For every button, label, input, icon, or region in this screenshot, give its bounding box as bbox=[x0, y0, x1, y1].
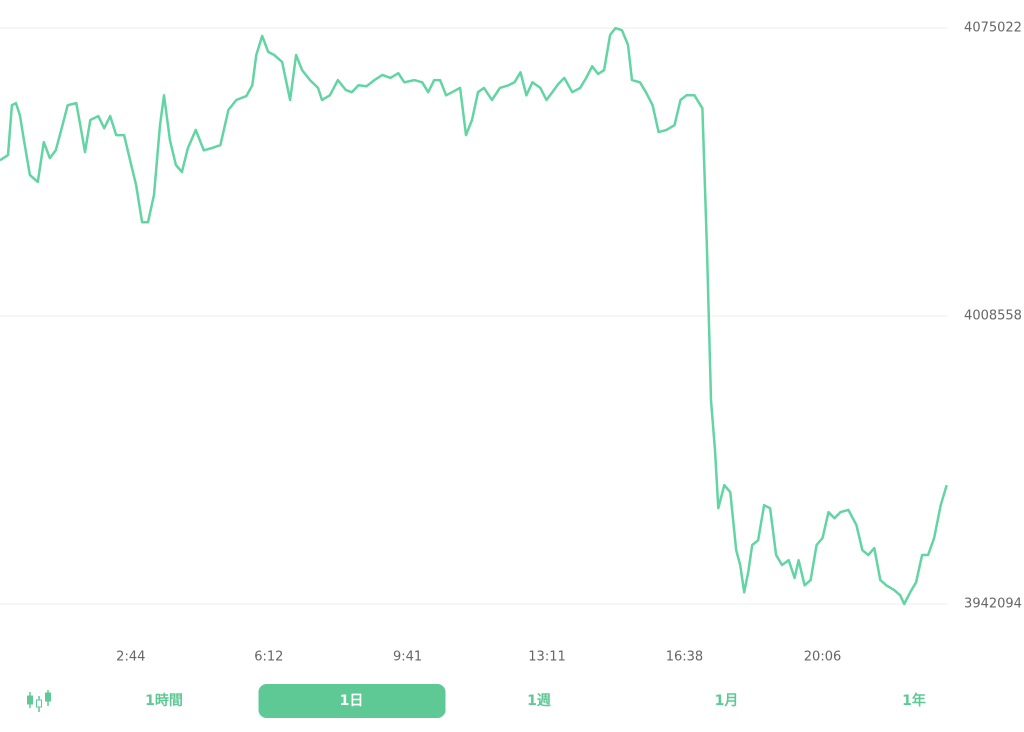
y-tick-label: 4075022 bbox=[964, 21, 1022, 36]
x-tick-label: 20:06 bbox=[804, 650, 841, 665]
y-tick-label: 4008558 bbox=[964, 309, 1022, 324]
tab-selected-bg[interactable] bbox=[258, 684, 446, 718]
x-tick-label: 6:12 bbox=[254, 650, 283, 665]
time-range-tab[interactable]: 1時間 bbox=[145, 692, 183, 709]
x-tick-label: 16:38 bbox=[666, 650, 703, 665]
time-range-tab[interactable]: 1年 bbox=[902, 692, 926, 709]
time-range-tab[interactable]: 1月 bbox=[715, 693, 739, 709]
candlestick-icon[interactable] bbox=[27, 690, 51, 712]
x-tick-label: 2:44 bbox=[116, 650, 145, 665]
y-tick-label: 3942094 bbox=[964, 597, 1022, 612]
time-range-tab[interactable]: 1週 bbox=[527, 693, 551, 709]
price-line bbox=[0, 26, 948, 606]
x-tick-label: 13:11 bbox=[528, 650, 565, 665]
time-range-tab[interactable]: 1日 bbox=[340, 693, 364, 709]
x-tick-label: 9:41 bbox=[393, 650, 422, 665]
